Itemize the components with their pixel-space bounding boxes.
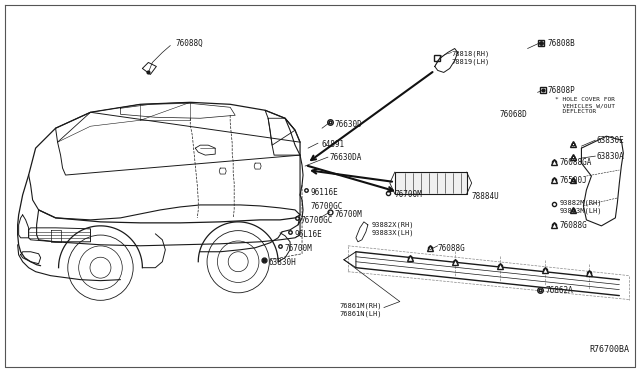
Text: 64891: 64891 [322,140,345,149]
Text: * HOLE COVER FOR
  VEHICLES W/OUT
  DEFLECTOR: * HOLE COVER FOR VEHICLES W/OUT DEFLECTO… [556,97,616,114]
Text: 76862A: 76862A [545,286,573,295]
Text: 93882M(RH)
93883M(LH): 93882M(RH) 93883M(LH) [559,200,602,214]
Text: 76700GC: 76700GC [310,202,342,211]
Text: 76500J: 76500J [559,176,588,185]
Text: 76861M(RH)
76861N(LH): 76861M(RH) 76861N(LH) [340,302,383,317]
Text: 76088GA: 76088GA [559,158,592,167]
Text: 76088G: 76088G [559,221,588,230]
Text: R76700BA: R76700BA [589,345,629,355]
Text: 96116E: 96116E [310,188,338,197]
Text: 63830A: 63830A [596,152,624,161]
Text: 76700M: 76700M [395,190,422,199]
Text: 76700M: 76700M [284,244,312,253]
Text: 63830E: 63830E [596,136,624,145]
FancyBboxPatch shape [395,172,467,194]
Text: 78818(RH)
78819(LH): 78818(RH) 78819(LH) [452,51,490,64]
Text: 76700GC: 76700GC [300,216,332,225]
Text: 76700M: 76700M [335,210,363,219]
Text: 76088G: 76088G [438,244,465,253]
Text: 76630DA: 76630DA [330,153,362,162]
Text: 63830H: 63830H [268,258,296,267]
Text: 96L16E: 96L16E [294,230,322,239]
Text: 76088Q: 76088Q [175,39,203,48]
Text: 93882X(RH)
93883X(LH): 93882X(RH) 93883X(LH) [372,222,414,236]
Text: 76808B: 76808B [547,39,575,48]
Text: 78884U: 78884U [472,192,499,201]
Text: 76630D: 76630D [335,120,363,129]
Text: 76068D: 76068D [500,110,527,119]
Text: 76808P: 76808P [547,86,575,95]
